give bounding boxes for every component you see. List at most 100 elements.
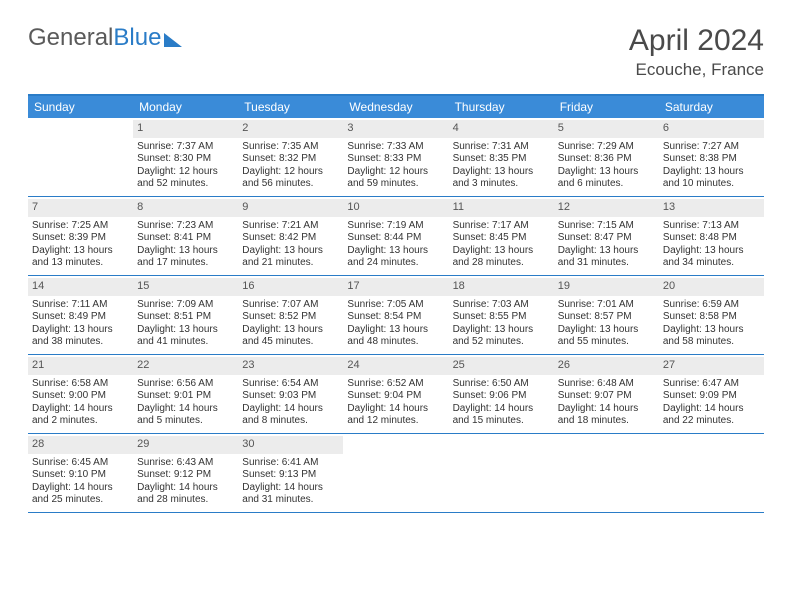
sunset-text: Sunset: 8:51 PM xyxy=(137,311,234,324)
day-number: 11 xyxy=(449,199,554,217)
day-number: 14 xyxy=(28,278,133,296)
day-number: 1 xyxy=(133,120,238,138)
sunset-text: Sunset: 8:44 PM xyxy=(347,232,444,245)
daylight-text: Daylight: 13 hours and 10 minutes. xyxy=(663,166,760,191)
day-number: 12 xyxy=(554,199,659,217)
day-cell: 7Sunrise: 7:25 AMSunset: 8:39 PMDaylight… xyxy=(28,197,133,275)
header: GeneralBlue April 2024 Ecouche, France xyxy=(28,24,764,80)
day-number: 30 xyxy=(238,436,343,454)
sunset-text: Sunset: 9:00 PM xyxy=(32,390,129,403)
day-number: 2 xyxy=(238,120,343,138)
sunrise-text: Sunrise: 7:31 AM xyxy=(453,141,550,154)
day-cell: 19Sunrise: 7:01 AMSunset: 8:57 PMDayligh… xyxy=(554,276,659,354)
sunrise-text: Sunrise: 6:54 AM xyxy=(242,378,339,391)
sunrise-text: Sunrise: 7:23 AM xyxy=(137,220,234,233)
day-cell: 14 Sunrise: 7:11 AMSunset: 8:49 PMDayligh… xyxy=(28,276,133,354)
day-header: Monday xyxy=(133,96,238,118)
daylight-text: Daylight: 12 hours and 52 minutes. xyxy=(137,166,234,191)
day-cell: 23Sunrise: 6:54 AMSunset: 9:03 PMDayligh… xyxy=(238,355,343,433)
sunrise-text: Sunrise: 7:05 AM xyxy=(347,299,444,312)
daylight-text: Daylight: 14 hours and 2 minutes. xyxy=(32,403,129,428)
sunrise-text: Sunrise: 7:07 AM xyxy=(242,299,339,312)
daylight-text: Daylight: 13 hours and 28 minutes. xyxy=(453,245,550,270)
week-row: 28Sunrise: 6:45 AMSunset: 9:10 PMDayligh… xyxy=(28,434,764,513)
day-cell: 12Sunrise: 7:15 AMSunset: 8:47 PMDayligh… xyxy=(554,197,659,275)
day-cell: 21 Sunrise: 6:58 AMSunset: 9:00 PMDayligh… xyxy=(28,355,133,433)
day-number: 8 xyxy=(133,199,238,217)
month-title: April 2024 xyxy=(629,24,764,58)
day-number: 6 xyxy=(659,120,764,138)
day-header: Saturday xyxy=(659,96,764,118)
daylight-text: Daylight: 14 hours and 5 minutes. xyxy=(137,403,234,428)
day-number: 24 xyxy=(343,357,448,375)
day-number: 21 xyxy=(28,357,133,375)
day-number: 17 xyxy=(343,278,448,296)
day-cell: 3 Sunrise: 7:33 AMSunset: 8:33 PMDaylight… xyxy=(343,118,448,196)
daylight-text: Daylight: 13 hours and 38 minutes. xyxy=(32,324,129,349)
day-cell: 29Sunrise: 6:43 AMSunset: 9:12 PMDayligh… xyxy=(133,434,238,512)
sunset-text: Sunset: 8:36 PM xyxy=(558,153,655,166)
logo-mark-icon xyxy=(164,33,182,47)
day-cell: . xyxy=(659,434,764,512)
sunset-text: Sunset: 8:39 PM xyxy=(32,232,129,245)
sunset-text: Sunset: 8:35 PM xyxy=(453,153,550,166)
day-number: 28 xyxy=(28,436,133,454)
daylight-text: Daylight: 14 hours and 31 minutes. xyxy=(242,482,339,507)
sunrise-text: Sunrise: 7:35 AM xyxy=(242,141,339,154)
week-row: 21Sunrise: 6:58 AMSunset: 9:00 PMDayligh… xyxy=(28,355,764,434)
day-cell: 1Sunrise: 7:37 AMSunset: 8:30 PMDaylight… xyxy=(133,118,238,196)
day-number: 25 xyxy=(449,357,554,375)
daylight-text: Daylight: 13 hours and 55 minutes. xyxy=(558,324,655,349)
daylight-text: Daylight: 13 hours and 3 minutes. xyxy=(453,166,550,191)
sunrise-text: Sunrise: 7:29 AM xyxy=(558,141,655,154)
day-header-row: SundayMondayTuesdayWednesdayThursdayFrid… xyxy=(28,96,764,118)
day-cell: 8Sunrise: 7:23 AMSunset: 8:41 PMDaylight… xyxy=(133,197,238,275)
day-cell: 11Sunrise: 7:17 AMSunset: 8:45 PMDayligh… xyxy=(449,197,554,275)
sunrise-text: Sunrise: 7:37 AM xyxy=(137,141,234,154)
daylight-text: Daylight: 12 hours and 59 minutes. xyxy=(347,166,444,191)
sunset-text: Sunset: 8:49 PM xyxy=(32,311,129,324)
day-number: 5 xyxy=(554,120,659,138)
sunset-text: Sunset: 8:38 PM xyxy=(663,153,760,166)
sunset-text: Sunset: 9:04 PM xyxy=(347,390,444,403)
day-cell: 18Sunrise: 7:03 AMSunset: 8:55 PMDayligh… xyxy=(449,276,554,354)
week-row: 14Sunrise: 7:11 AMSunset: 8:49 PMDayligh… xyxy=(28,276,764,355)
sunset-text: Sunset: 8:52 PM xyxy=(242,311,339,324)
day-cell: 4Sunrise: 7:31 AMSunset: 8:35 PMDaylight… xyxy=(449,118,554,196)
sunrise-text: Sunrise: 6:58 AM xyxy=(32,378,129,391)
sunrise-text: Sunrise: 7:11 AM xyxy=(32,299,129,312)
sunset-text: Sunset: 8:58 PM xyxy=(663,311,760,324)
daylight-text: Daylight: 13 hours and 58 minutes. xyxy=(663,324,760,349)
sunrise-text: Sunrise: 6:45 AM xyxy=(32,457,129,470)
day-cell: . xyxy=(449,434,554,512)
sunset-text: Sunset: 8:54 PM xyxy=(347,311,444,324)
day-cell: 20Sunrise: 6:59 AMSunset: 8:58 PMDayligh… xyxy=(659,276,764,354)
day-cell: . xyxy=(28,118,133,196)
daylight-text: Daylight: 13 hours and 24 minutes. xyxy=(347,245,444,270)
sunrise-text: Sunrise: 7:03 AM xyxy=(453,299,550,312)
day-header: Wednesday xyxy=(343,96,448,118)
sunrise-text: Sunrise: 7:17 AM xyxy=(453,220,550,233)
sunrise-text: Sunrise: 7:13 AM xyxy=(663,220,760,233)
day-cell: 17Sunrise: 7:05 AMSunset: 8:54 PMDayligh… xyxy=(343,276,448,354)
day-header: Sunday xyxy=(28,96,133,118)
day-number: 10 xyxy=(343,199,448,217)
day-number: 15 xyxy=(133,278,238,296)
logo-text-2: Blue xyxy=(113,24,161,52)
daylight-text: Daylight: 13 hours and 52 minutes. xyxy=(453,324,550,349)
day-header: Friday xyxy=(554,96,659,118)
sunrise-text: Sunrise: 6:56 AM xyxy=(137,378,234,391)
sunset-text: Sunset: 8:48 PM xyxy=(663,232,760,245)
sunset-text: Sunset: 8:32 PM xyxy=(242,153,339,166)
sunrise-text: Sunrise: 7:33 AM xyxy=(347,141,444,154)
sunset-text: Sunset: 9:12 PM xyxy=(137,469,234,482)
day-cell: 9Sunrise: 7:21 AMSunset: 8:42 PMDaylight… xyxy=(238,197,343,275)
day-cell: 24Sunrise: 6:52 AMSunset: 9:04 PMDayligh… xyxy=(343,355,448,433)
day-number: 18 xyxy=(449,278,554,296)
sunrise-text: Sunrise: 6:43 AM xyxy=(137,457,234,470)
day-number: 3 xyxy=(343,120,448,138)
day-cell: . xyxy=(343,434,448,512)
sunrise-text: Sunrise: 6:41 AM xyxy=(242,457,339,470)
sunset-text: Sunset: 8:33 PM xyxy=(347,153,444,166)
day-cell: 16Sunrise: 7:07 AMSunset: 8:52 PMDayligh… xyxy=(238,276,343,354)
